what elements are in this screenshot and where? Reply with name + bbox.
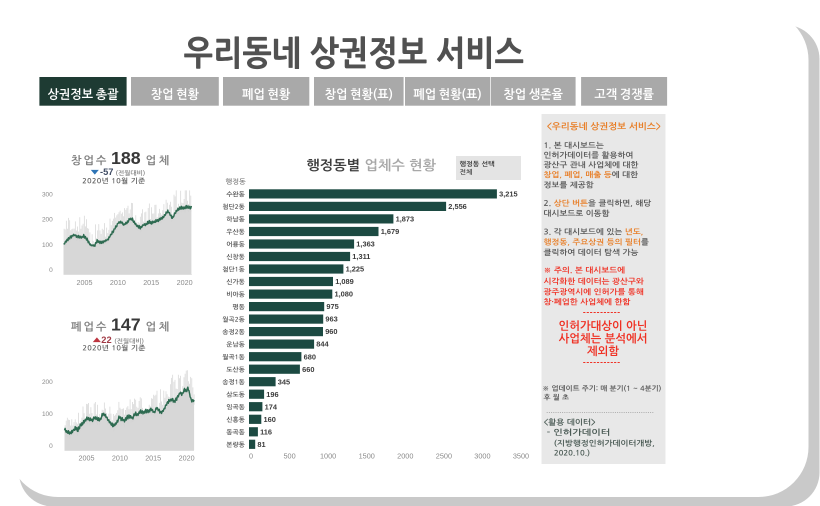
svg-text:345: 345	[278, 377, 290, 386]
svg-text:1,225: 1,225	[346, 265, 365, 274]
svg-text:100: 100	[42, 411, 53, 418]
svg-text:2010: 2010	[110, 278, 126, 287]
svg-text:174: 174	[265, 402, 278, 411]
svg-text:844: 844	[316, 340, 329, 349]
svg-text:960: 960	[325, 327, 337, 336]
svg-text:2,556: 2,556	[448, 202, 467, 211]
svg-text:-----------: -----------	[583, 356, 621, 366]
svg-text:0: 0	[49, 267, 53, 274]
svg-text:2015: 2015	[145, 453, 161, 462]
svg-text:2015: 2015	[143, 278, 159, 287]
svg-text:3500: 3500	[513, 451, 529, 460]
svg-text:660: 660	[302, 365, 314, 374]
svg-text:1,679: 1,679	[381, 227, 400, 236]
svg-text:22: 22	[101, 335, 111, 345]
svg-text:2000: 2000	[397, 451, 413, 460]
svg-text:975: 975	[326, 302, 338, 311]
svg-text:680: 680	[304, 352, 316, 361]
svg-text:963: 963	[325, 315, 337, 324]
svg-text:2020: 2020	[179, 453, 195, 462]
svg-text:2500: 2500	[436, 451, 452, 460]
svg-text:160: 160	[264, 415, 276, 424]
svg-text:200: 200	[42, 217, 53, 224]
svg-text:500: 500	[284, 451, 296, 460]
svg-text:2005: 2005	[77, 278, 93, 287]
svg-text:1500: 1500	[359, 451, 375, 460]
svg-text:188: 188	[111, 148, 141, 168]
svg-text:300: 300	[42, 192, 53, 199]
svg-text:2010: 2010	[112, 453, 128, 462]
svg-text:200: 200	[42, 379, 53, 386]
svg-text:1,080: 1,080	[335, 290, 354, 299]
svg-text:1,311: 1,311	[352, 252, 370, 261]
svg-text:0: 0	[49, 443, 53, 450]
svg-text:1000: 1000	[320, 451, 336, 460]
svg-text:116: 116	[260, 427, 272, 436]
svg-text:3,215: 3,215	[499, 190, 517, 199]
svg-text:3000: 3000	[474, 451, 490, 460]
svg-text:1,089: 1,089	[335, 277, 354, 286]
svg-text:-----------: -----------	[583, 307, 621, 317]
svg-text:196: 196	[266, 390, 278, 399]
svg-text:-57: -57	[100, 167, 113, 177]
svg-text:1,363: 1,363	[356, 240, 375, 249]
svg-text:1,873: 1,873	[396, 215, 415, 224]
svg-text:0: 0	[249, 451, 253, 460]
svg-text:147: 147	[111, 314, 141, 334]
svg-text:2005: 2005	[79, 453, 95, 462]
svg-text:81: 81	[257, 440, 265, 449]
svg-text:2020: 2020	[177, 278, 193, 287]
svg-text:100: 100	[42, 242, 53, 249]
